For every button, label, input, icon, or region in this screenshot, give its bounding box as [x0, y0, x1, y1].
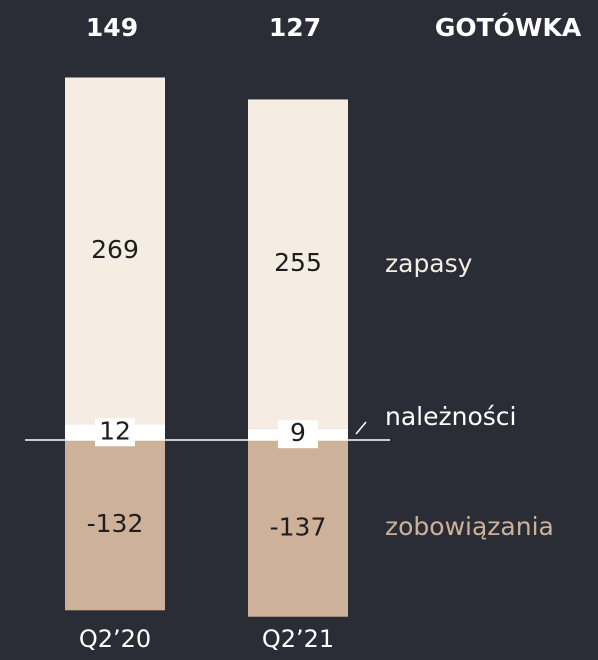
label-box — [95, 418, 135, 447]
bar-segment — [248, 440, 348, 617]
label-box — [278, 420, 318, 449]
pointer — [355, 421, 367, 435]
value-label: 9 — [290, 418, 306, 447]
x-tick-label: Q2’20 — [79, 625, 151, 653]
legend-label: zobowiązania — [385, 512, 554, 541]
totals-title: GOTÓWKA — [435, 12, 582, 42]
legend-label: należności — [385, 402, 516, 431]
bar-segment — [65, 440, 165, 611]
x-tick-label: Q2’21 — [262, 625, 334, 653]
value-label: -132 — [87, 509, 144, 538]
total-label: 127 — [269, 13, 321, 42]
bar-segment — [248, 99, 348, 429]
value-label: 269 — [91, 235, 139, 264]
value-label: 12 — [99, 416, 131, 445]
total-label: 149 — [86, 13, 138, 42]
value-label: 255 — [274, 248, 322, 277]
bar-segment — [65, 77, 165, 425]
value-label: -137 — [270, 512, 327, 541]
legend-label: zapasy — [385, 249, 473, 278]
